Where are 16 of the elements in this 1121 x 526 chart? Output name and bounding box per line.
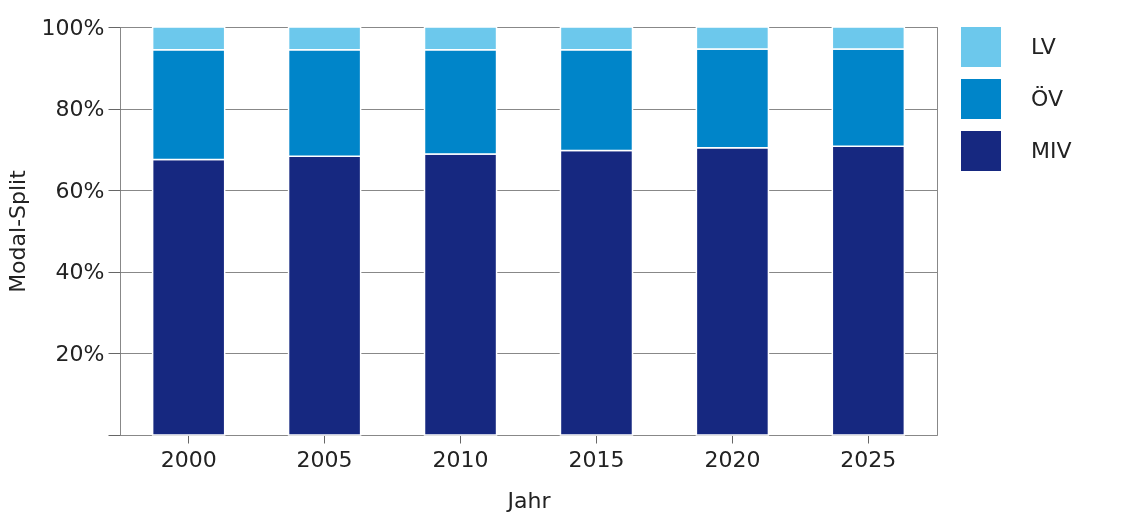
x-tick-label: 2025 [840,446,897,472]
legend-label: LV [1031,34,1056,59]
y-tick-label: 80% [55,96,105,122]
legend-label: MIV [1031,138,1072,163]
y-tick-label: 100% [41,14,105,40]
legend-label: ÖV [1031,86,1063,111]
y-tick-label: 20% [55,340,105,366]
x-tick-label: 2015 [568,446,625,472]
x-tick-label: 2020 [704,446,761,472]
x-tick-label: 2005 [296,446,353,472]
y-axis-title: Modal-Split [4,169,30,293]
y-tick-label: 60% [55,177,105,203]
x-tick-label: 2000 [160,446,217,472]
x-axis-title: Jahr [505,487,552,513]
y-tick-label: 40% [55,259,105,285]
x-tick-label: 2010 [432,446,489,472]
